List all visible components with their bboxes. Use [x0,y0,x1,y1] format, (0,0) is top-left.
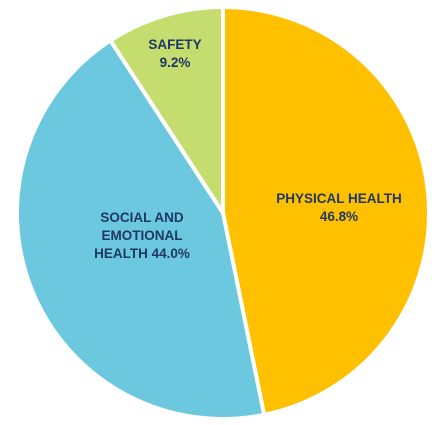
pie-labels: PHYSICAL HEALTH 46.8% SOCIAL AND EMOTIONAL H… [94,37,402,261]
slice-label-line: SOCIAL AND [100,210,184,225]
slice-label-social-and-emotional-health: SOCIAL AND EMOTIONAL HEALTH 44.0% [94,210,190,261]
slice-label-safety: SAFETY 9.2% [148,37,201,70]
slice-label-line: EMOTIONAL [102,228,183,243]
pie-slice-social-and-emotional-health [15,38,267,421]
slice-label-line: PHYSICAL HEALTH [276,191,402,206]
slice-label-line: SAFETY [148,37,201,52]
slice-label-line: HEALTH 44.0% [94,246,190,261]
slice-label-line: 9.2% [160,55,191,70]
pie-slices [15,5,431,421]
pie-slice-physical-health [221,5,431,417]
slice-label-line: 46.8% [320,209,358,224]
pie-slice-safety [108,5,225,215]
slice-label-physical-health: PHYSICAL HEALTH 46.8% [276,191,402,224]
